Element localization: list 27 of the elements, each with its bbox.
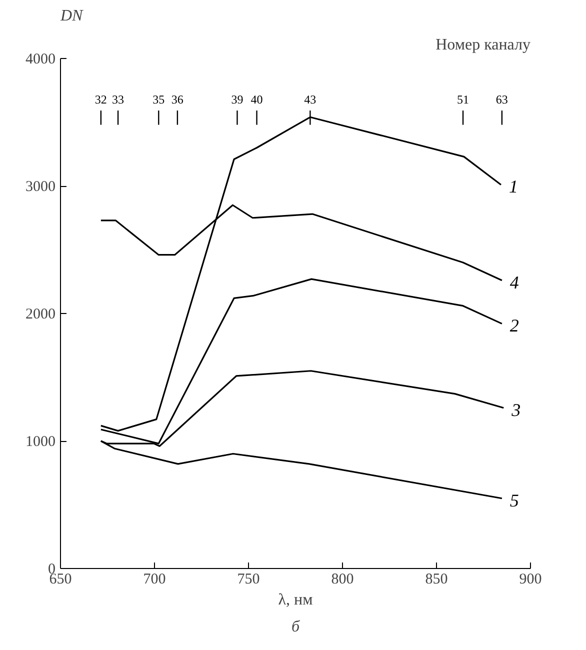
annotation: 33 xyxy=(112,92,124,106)
annotation: 40 xyxy=(250,92,263,106)
x-tick-label: 850 xyxy=(425,572,448,588)
y-tick-label: 3000 xyxy=(26,179,56,195)
annotation: 36 xyxy=(171,92,184,106)
annotation: 51 xyxy=(457,92,470,106)
text: Номер каналу xyxy=(436,36,531,54)
annotation: 63 xyxy=(496,92,508,106)
y-tick-label: 2000 xyxy=(26,306,56,322)
annotation: 43 xyxy=(304,92,316,106)
x-tick-label: 700 xyxy=(143,572,166,588)
annotation: 35 xyxy=(152,92,165,106)
annotation: 39 xyxy=(231,92,244,106)
series-label: 2 xyxy=(510,316,519,336)
y-tick-label: 4000 xyxy=(26,52,56,68)
y-tick-label: 1000 xyxy=(26,434,56,450)
series-label: 3 xyxy=(510,400,521,420)
y-axis-title: DN xyxy=(60,8,84,24)
series-label: 5 xyxy=(510,490,519,510)
x-axis-title: λ, нм xyxy=(278,592,313,608)
text: б xyxy=(291,618,300,636)
x-tick-label: 750 xyxy=(237,572,260,588)
series-label: 4 xyxy=(510,272,519,292)
x-tick-label: 900 xyxy=(519,572,542,588)
series-label: 1 xyxy=(508,176,518,197)
annotation: 32 xyxy=(94,92,107,106)
x-tick-label: 800 xyxy=(331,572,354,588)
